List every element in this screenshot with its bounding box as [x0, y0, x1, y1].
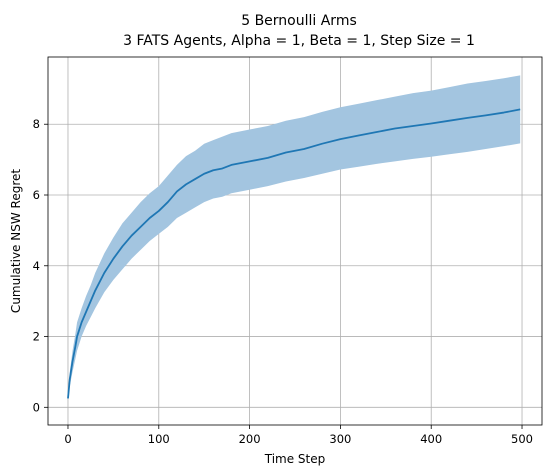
x-tick-label: 400 — [420, 432, 442, 446]
x-tick-label: 100 — [148, 432, 170, 446]
y-tick-label: 6 — [33, 188, 40, 202]
y-tick-label: 2 — [33, 330, 40, 344]
x-tick-label: 300 — [329, 432, 351, 446]
chart-title-line1: 5 Bernoulli Arms — [241, 13, 357, 29]
x-tick-label: 0 — [64, 432, 71, 446]
y-tick-label: 4 — [33, 259, 40, 273]
x-tick-label: 200 — [239, 432, 261, 446]
y-tick-label: 8 — [33, 117, 40, 131]
x-tick-label: 500 — [511, 432, 533, 446]
y-tick-label: 0 — [33, 400, 40, 414]
x-axis-label: Time Step — [264, 452, 326, 466]
y-axis-label: Cumulative NSW Regret — [9, 169, 23, 313]
chart-title-line2: 3 FATS Agents, Alpha = 1, Beta = 1, Step… — [123, 33, 475, 49]
